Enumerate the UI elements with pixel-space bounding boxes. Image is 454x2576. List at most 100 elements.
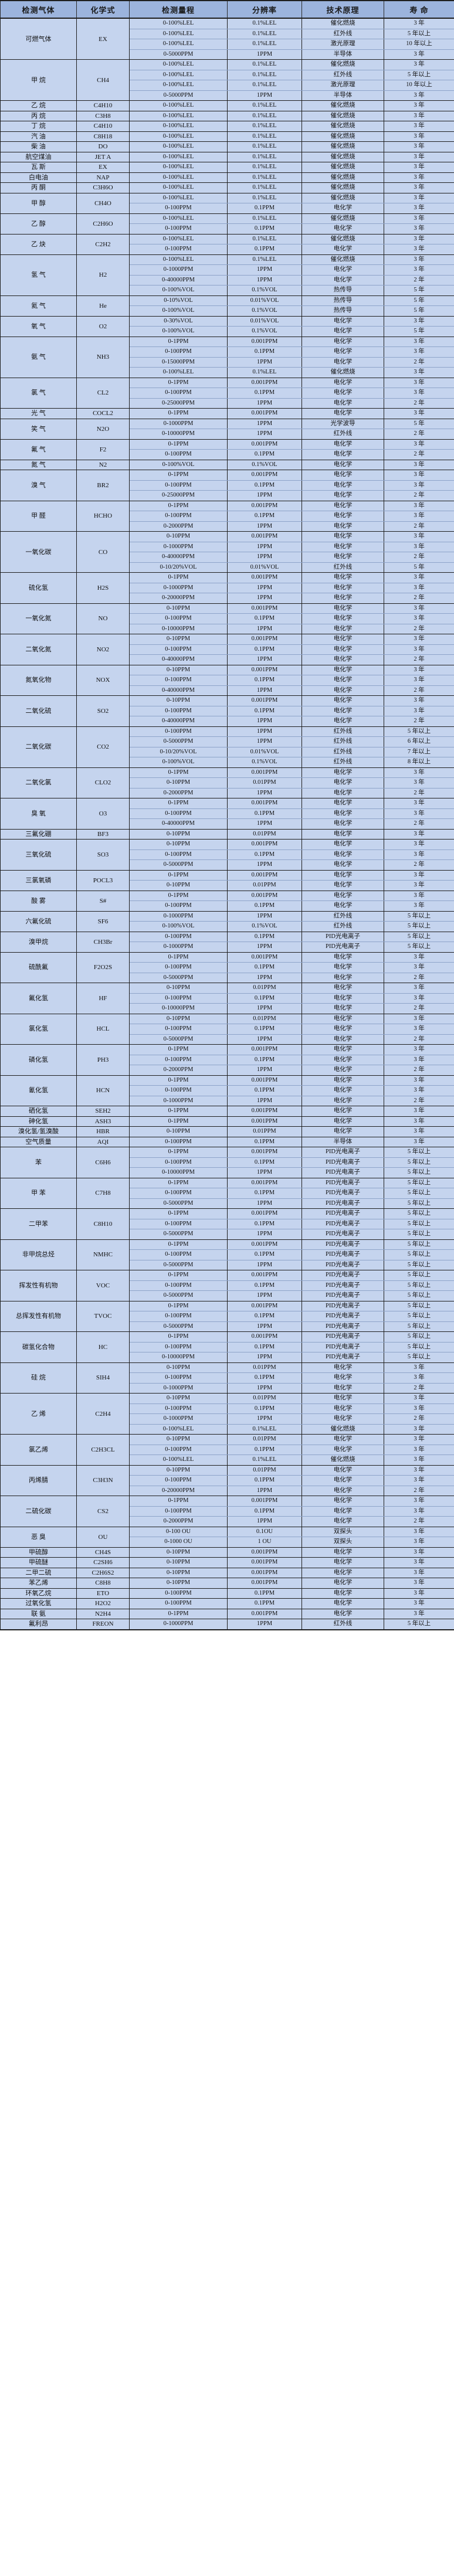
principle-cell: 电化学 xyxy=(301,552,384,563)
gas-name-cell: 氰化氢 xyxy=(0,1075,77,1106)
resolution-cell: 0.1%LEL xyxy=(227,151,302,162)
col-header-principle: 技术原理 xyxy=(301,0,384,19)
principle-cell: 催化燃烧 xyxy=(301,1454,384,1466)
principle-cell: 电化学 xyxy=(301,1434,384,1445)
table-row: 0-100%VOL 0.1%VOL 红外线 5 年以上 xyxy=(1,921,454,932)
table-row: 0-5000PPM 1PPM 半导体 3 年 xyxy=(1,90,454,101)
lifetime-cell: 3 年 xyxy=(384,59,454,70)
resolution-cell: 1PPM xyxy=(227,726,302,737)
principle-cell: 半导体 xyxy=(301,90,384,101)
gas-formula-cell: AQI xyxy=(76,1136,130,1147)
resolution-cell: 0.001PPM xyxy=(227,1208,302,1219)
gas-formula-cell: CS2 xyxy=(76,1496,130,1527)
table-row: 乙 醇 C2H6O 0-100%LEL 0.1%LEL 催化燃烧 3 年 xyxy=(0,213,454,235)
table-row: 氨 气 NH3 0-1PPM 0.001PPM 电化学 3 年 xyxy=(0,336,454,378)
lifetime-cell: 3 年 xyxy=(384,121,454,132)
table-row: 0-1000PPM 1PPM 电化学 3 年 xyxy=(1,541,454,552)
range-cell: 0-100PPM xyxy=(129,675,228,686)
resolution-cell: 0.01PPM xyxy=(227,1126,302,1137)
gas-formula-cell: C2H6S2 xyxy=(76,1567,130,1578)
gas-name-cell: 砷化氢 xyxy=(0,1116,77,1127)
gas-name-cell: 乙 炔 xyxy=(0,233,77,255)
lifetime-cell: 3 年 xyxy=(384,49,454,60)
gas-name-cell: 氟化氢 xyxy=(0,983,77,1014)
principle-cell: PID光电离子 xyxy=(301,1208,384,1219)
gas-formula-cell: C7H8 xyxy=(76,1177,130,1209)
table-row: 0-25000PPM 1PPM 电化学 2 年 xyxy=(1,490,454,501)
table-row: 氰化氢 HCN 0-1PPM 0.001PPM 电化学 3 年 xyxy=(0,1075,454,1106)
range-cell: 0-100%LEL xyxy=(129,192,228,203)
gas-name-cell: 柴 油 xyxy=(0,141,77,152)
gas-name-cell: 可燃气体 xyxy=(0,18,77,60)
principle-cell: 电化学 xyxy=(301,993,384,1004)
lifetime-cell: 5 年以上 xyxy=(384,942,454,953)
resolution-cell: 1PPM xyxy=(227,1259,302,1270)
table-row: 溴甲烷 CH3Br 0-100PPM 0.1PPM PID光电离子 5 年以上 xyxy=(0,931,454,953)
lifetime-cell: 3 年 xyxy=(384,1598,454,1609)
range-cell: 0-100%LEL xyxy=(129,59,228,70)
resolution-cell: 1PPM xyxy=(227,356,302,368)
table-row: 0-5000PPM 1PPM PID光电离子 5 年以上 xyxy=(1,1229,454,1240)
lifetime-cell: 2 年 xyxy=(384,449,454,460)
principle-cell: 电化学 xyxy=(301,983,384,994)
gas-formula-cell: CH4S xyxy=(76,1547,130,1558)
range-cell: 0-100PPM xyxy=(129,1157,228,1168)
col-header-range: 检测量程 xyxy=(129,0,228,19)
resolution-cell: 0.1%LEL xyxy=(227,121,302,132)
gas-formula-cell: OU xyxy=(76,1526,130,1548)
principle-cell: 催化燃烧 xyxy=(301,172,384,183)
table-row: 0-5000PPM 1PPM 电化学 2 年 xyxy=(1,972,454,983)
resolution-cell: 0.1PPM xyxy=(227,993,302,1004)
lifetime-cell: 2 年 xyxy=(384,623,454,634)
resolution-cell: 0.01%VOL xyxy=(227,746,302,757)
principle-cell: 电化学 xyxy=(301,869,384,881)
lifetime-cell: 3 年 xyxy=(384,603,454,614)
range-cell: 0-100PPM xyxy=(129,849,228,860)
gas-name-cell: 光 气 xyxy=(0,408,77,419)
principle-cell: 电化学 xyxy=(301,1024,384,1035)
range-cell: 0-10PPM xyxy=(129,828,228,840)
range-cell: 0-40000PPM xyxy=(129,654,228,665)
principle-cell: 电化学 xyxy=(301,264,384,276)
resolution-cell: 0.01PPM xyxy=(227,777,302,789)
principle-cell: 电化学 xyxy=(301,1085,384,1096)
table-row: 0-1000PPM 1PPM 电化学 2 年 xyxy=(1,1382,454,1394)
table-row: 0-20000PPM 1PPM 电化学 2 年 xyxy=(1,1485,454,1496)
resolution-cell: 1PPM xyxy=(227,1413,302,1425)
resolution-cell: 0.1PPM xyxy=(227,449,302,460)
table-row: 空气质量 AQI 0-100PPM 0.1PPM 半导体 3 年 xyxy=(0,1136,454,1147)
principle-cell: 红外线 xyxy=(301,910,384,922)
principle-cell: 电化学 xyxy=(301,1496,384,1507)
principle-cell: PID光电离子 xyxy=(301,1280,384,1291)
resolution-cell: 0.001PPM xyxy=(227,336,302,347)
range-cell: 0-1PPM xyxy=(129,470,228,481)
gas-name-cell: 磷化氢 xyxy=(0,1044,77,1076)
lifetime-cell: 5 年以上 xyxy=(384,1229,454,1240)
resolution-cell: 0.1PPM xyxy=(227,1054,302,1065)
principle-cell: 电化学 xyxy=(301,1413,384,1425)
lifetime-cell: 3 年 xyxy=(384,336,454,347)
lifetime-cell: 5 年以上 xyxy=(384,28,454,39)
table-row: 六氟化硫 SF6 0-1000PPM 1PPM 红外线 5 年以上 xyxy=(0,910,454,932)
gas-name-cell: 臭 氧 xyxy=(0,798,77,830)
resolution-cell: 0.1%VOL xyxy=(227,305,302,317)
lifetime-cell: 3 年 xyxy=(384,1116,454,1127)
lifetime-cell: 3 年 xyxy=(384,1496,454,1507)
gas-name-cell: 硫酰氟 xyxy=(0,951,77,983)
range-cell: 0-100%VOL xyxy=(129,326,228,337)
table-row: 酸 雾 S# 0-1PPM 0.001PPM 电化学 3 年 xyxy=(0,890,454,912)
table-row: 溴化氢/氢溴酸 HBR 0-10PPM 0.01PPM 电化学 3 年 xyxy=(0,1126,454,1137)
lifetime-cell: 3 年 xyxy=(384,388,454,399)
principle-cell: 电化学 xyxy=(301,1013,384,1024)
principle-cell: 电化学 xyxy=(301,388,384,399)
lifetime-cell: 3 年 xyxy=(384,1403,454,1414)
table-row: 甲硫醇 CH4S 0-10PPM 0.001PPM 电化学 3 年 xyxy=(0,1547,454,1558)
principle-cell: 电化学 xyxy=(301,582,384,593)
resolution-cell: 0.1PPM xyxy=(227,1598,302,1609)
lifetime-cell: 3 年 xyxy=(384,367,454,378)
table-row: 0-100PPM 0.1PPM PID光电离子 5 年以上 xyxy=(1,1341,454,1352)
gas-formula-cell: EX xyxy=(76,162,130,173)
lifetime-cell: 3 年 xyxy=(384,1526,454,1537)
lifetime-cell: 3 年 xyxy=(384,408,454,419)
gas-formula-cell: N2O xyxy=(76,418,130,440)
